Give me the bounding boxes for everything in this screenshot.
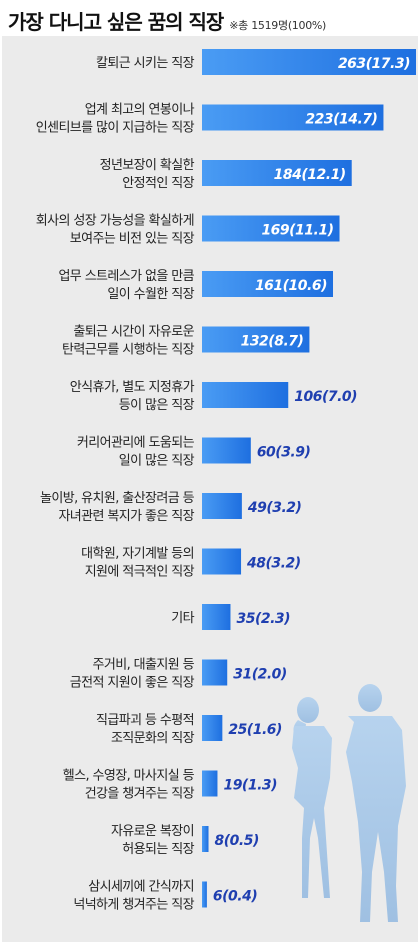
data-label-8: 49(3.2): [247, 500, 302, 516]
data-label-9: 48(3.2): [246, 556, 301, 572]
category-label-2-1: 안정적인 직장: [122, 176, 194, 191]
bar-15: [202, 881, 207, 908]
category-label-7-0: 커리어관리에 도움되는: [77, 436, 195, 451]
data-label-3: 169(11.1): [261, 223, 333, 239]
data-label-14: 8(0.5): [215, 833, 259, 849]
category-label-9-0: 대학원, 자기계발 등의: [81, 547, 194, 562]
category-label-1-1: 인센티브를 많이 지급하는 직장: [36, 121, 195, 136]
data-label-11: 31(2.0): [233, 667, 287, 683]
category-label-0-0: 칼퇴근 시키는 직장: [96, 56, 195, 71]
bar-0: [202, 49, 416, 75]
data-label-13: 19(1.3): [223, 778, 277, 794]
data-label-7: 60(3.9): [257, 445, 311, 461]
category-label-2-0: 정년보장이 확실한: [100, 158, 195, 173]
bar-1: [202, 104, 384, 131]
total-note: ※총 1519명(100%): [229, 19, 327, 32]
category-label-7-1: 일이 많은 직장: [119, 454, 195, 469]
bar-5: [202, 326, 310, 353]
category-label-6-1: 등이 많은 직장: [119, 398, 195, 413]
bar-14: [202, 826, 209, 852]
category-label-3-0: 회사의 성장 가능성을 확실하게: [36, 214, 194, 229]
business-people-illustration: [292, 684, 406, 922]
category-label-5-0: 출퇴근 시간이 자유로운: [73, 325, 194, 340]
data-label-0: 263(17.3): [338, 56, 410, 72]
category-label-14-1: 허용되는 직장: [122, 842, 194, 857]
category-label-8-0: 놀이방, 유치원, 출산장려금 등: [40, 491, 195, 506]
title-row: 가장 다니고 싶은 꿈의 직장 ※총 1519명(100%): [8, 6, 326, 38]
data-label-5: 132(8.7): [241, 334, 304, 350]
data-label-10: 35(2.3): [236, 611, 290, 627]
bar-7: [202, 437, 251, 464]
bar-chart: 263(17.3) 칼퇴근 시키는 직장 223(14.7) 업계 최고의 연봉이나인…: [36, 49, 416, 913]
data-label-15: 6(0.4): [213, 889, 257, 905]
category-label-11-1: 금전적 지원이 좋은 직장: [70, 676, 195, 691]
category-label-10-0: 기타: [171, 611, 194, 626]
category-label-15-0: 삼시세끼에 간식까지: [88, 880, 194, 895]
chart-title: 가장 다니고 싶은 꿈의 직장: [8, 10, 224, 34]
bar-3: [202, 215, 340, 242]
category-label-13-1: 건강을 챙겨주는 직장: [85, 787, 195, 802]
bar-12: [202, 715, 223, 741]
bar-4: [202, 271, 334, 297]
category-label-5-1: 탄력근무를 시행하는 직장: [62, 342, 195, 358]
category-label-14-0: 자유로운 복장이: [111, 824, 194, 839]
bar-9: [202, 548, 242, 575]
data-label-4: 161(10.6): [255, 278, 327, 294]
category-label-15-1: 넉넉하게 챙겨주는 직장: [73, 898, 194, 913]
data-label-6: 106(7.0): [294, 389, 357, 405]
bar-11: [202, 659, 228, 686]
bar-10: [202, 604, 231, 630]
category-label-12-0: 직급파괴 등 수평적: [96, 713, 194, 728]
category-label-13-0: 헬스, 수영장, 마사지실 등: [63, 769, 195, 784]
category-label-4-0: 업무 스트레스가 없을 만큼: [58, 269, 194, 284]
category-label-3-1: 보여주는 비전 있는 직장: [70, 232, 195, 247]
category-label-12-1: 조직문화의 직장: [111, 731, 195, 746]
category-label-1-0: 업계 최고의 연봉이나: [85, 103, 195, 118]
bar-8: [202, 493, 242, 519]
category-label-11-0: 주거비, 대출지원 등: [93, 658, 195, 673]
category-label-9-1: 지원에 적극적인 직장: [85, 565, 195, 580]
category-label-4-1: 일이 수월한 직장: [107, 287, 194, 302]
category-label-8-1: 자녀관련 복지가 좋은 직장: [58, 509, 194, 524]
bar-6: [202, 382, 289, 408]
data-label-1: 223(14.7): [305, 112, 377, 128]
data-label-2: 184(12.1): [274, 167, 346, 183]
data-label-12: 25(1.6): [228, 722, 282, 738]
bar-2: [202, 160, 352, 186]
category-label-6-0: 안식휴가, 별도 지정휴가: [70, 380, 195, 395]
bar-13: [202, 770, 218, 797]
